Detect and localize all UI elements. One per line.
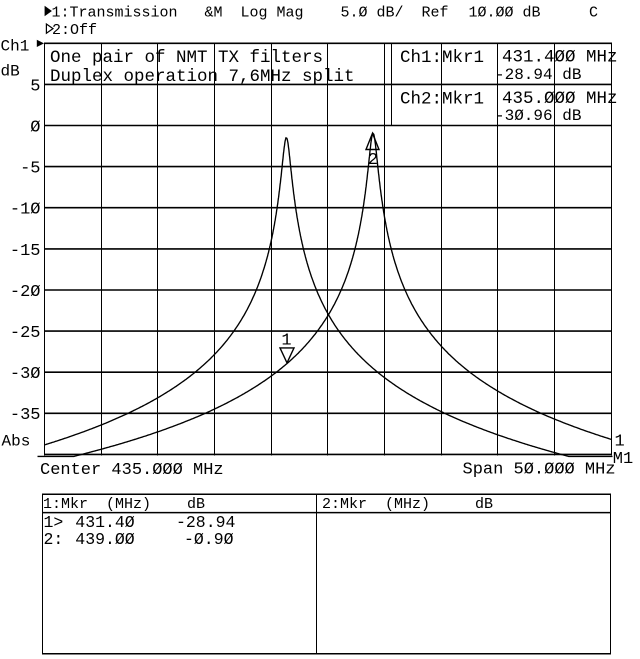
svg-text:-2Ø: -2Ø xyxy=(10,283,41,302)
svg-text:2:: 2: xyxy=(44,530,64,549)
svg-text:-35: -35 xyxy=(10,406,41,425)
svg-text:5: 5 xyxy=(30,77,40,96)
svg-text:1: 1 xyxy=(281,332,291,351)
svg-text:Abs: Abs xyxy=(2,433,31,451)
svg-text:-3Ø.96 dB: -3Ø.96 dB xyxy=(495,107,581,125)
svg-text:2:Off: 2:Off xyxy=(52,22,97,39)
svg-text:1: 1 xyxy=(615,432,625,451)
svg-text:1Ø.ØØ dB: 1Ø.ØØ dB xyxy=(469,4,541,21)
svg-text:-25: -25 xyxy=(10,324,41,343)
svg-text:435.ØØØ MHz: 435.ØØØ MHz xyxy=(502,89,618,109)
svg-text:Center 435.ØØØ MHz: Center 435.ØØØ MHz xyxy=(40,461,224,480)
svg-text:5.Ø dB/: 5.Ø dB/ xyxy=(341,4,404,21)
svg-text:1>: 1> xyxy=(44,513,64,532)
svg-text:439.ØØ: 439.ØØ xyxy=(75,530,135,549)
svg-text:-3Ø: -3Ø xyxy=(10,365,41,384)
svg-text:-28.94: -28.94 xyxy=(176,513,236,532)
svg-text:-28.94 dB: -28.94 dB xyxy=(495,66,581,84)
svg-text:-Ø.9Ø: -Ø.9Ø xyxy=(184,530,234,549)
svg-text:2:Mkr (MHz) dB: 2:Mkr (MHz) dB xyxy=(322,496,493,513)
svg-text:431.4ØØ MHz: 431.4ØØ MHz xyxy=(502,48,618,68)
svg-text:Ref: Ref xyxy=(422,4,449,21)
svg-text:1:Mkr (MHz) dB: 1:Mkr (MHz) dB xyxy=(43,496,205,513)
svg-text:Ch1:Mkr1: Ch1:Mkr1 xyxy=(400,48,484,68)
svg-text:-15: -15 xyxy=(10,242,41,261)
svg-text:2: 2 xyxy=(368,151,378,170)
svg-text:Duplex operation 7,6MHz split: Duplex operation 7,6MHz split xyxy=(50,67,355,87)
svg-text:dB: dB xyxy=(1,63,20,81)
svg-text:C: C xyxy=(589,4,598,21)
svg-text:M1: M1 xyxy=(613,450,633,469)
svg-text:Ø: Ø xyxy=(30,118,40,137)
svg-text:One pair of NMT TX filters: One pair of NMT TX filters xyxy=(50,48,323,68)
svg-text:-1Ø: -1Ø xyxy=(10,201,41,220)
svg-text:Ch2:Mkr1: Ch2:Mkr1 xyxy=(400,89,484,109)
svg-text:Ch1: Ch1 xyxy=(1,38,30,56)
svg-text:-5: -5 xyxy=(20,160,40,179)
svg-text:Span 5Ø.ØØØ MHz: Span 5Ø.ØØØ MHz xyxy=(463,461,616,480)
svg-text:1:Transmission &M Log Mag: 1:Transmission &M Log Mag xyxy=(52,4,304,21)
svg-text:431.4Ø: 431.4Ø xyxy=(75,513,135,532)
